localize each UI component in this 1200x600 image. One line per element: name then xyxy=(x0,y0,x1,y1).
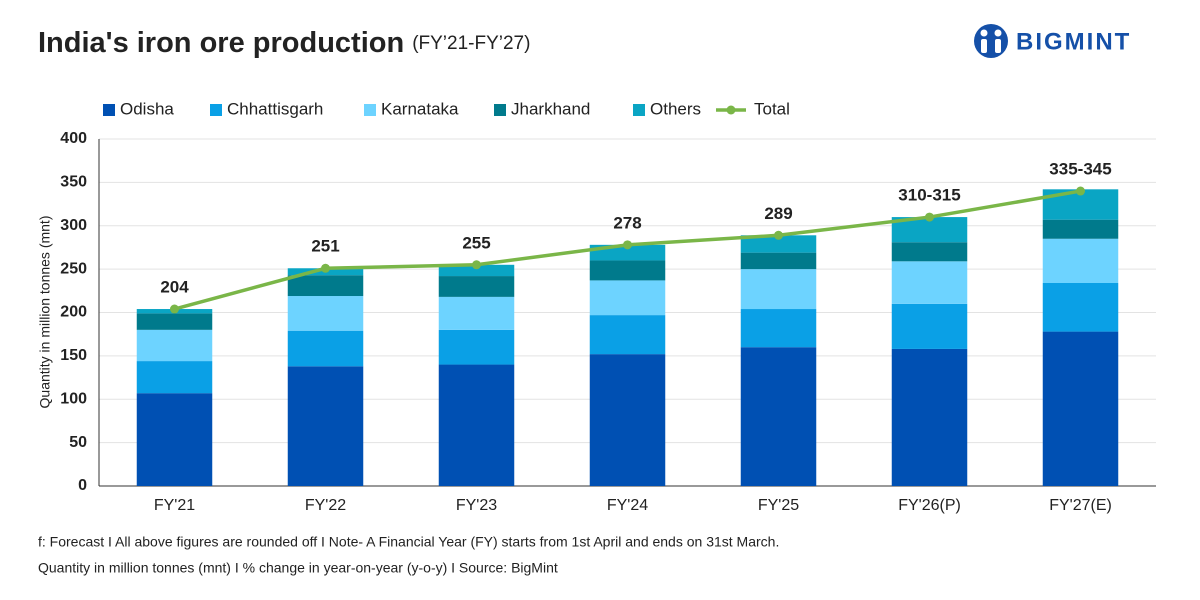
data-label: 255 xyxy=(462,233,490,252)
total-point xyxy=(1076,186,1085,196)
total-point xyxy=(623,240,632,250)
data-label: 251 xyxy=(311,237,339,256)
bar-segment xyxy=(287,330,364,367)
bar-segment xyxy=(740,252,817,270)
bar-segment xyxy=(136,313,213,330)
bar-segment xyxy=(740,269,817,310)
subtitle: (FY’21-FY’27) xyxy=(412,33,530,54)
legend-label: Total xyxy=(754,99,790,118)
bar-segment xyxy=(1042,219,1119,239)
total-point xyxy=(472,260,481,270)
legend-label: Others xyxy=(650,99,701,118)
bar-segment xyxy=(1042,238,1119,284)
data-label: 278 xyxy=(613,213,641,232)
bar-segment xyxy=(438,329,515,365)
legend-label: Jharkhand xyxy=(511,99,590,118)
y-tick-label: 400 xyxy=(60,130,87,147)
bar-segment xyxy=(891,261,968,304)
bar-segment xyxy=(589,260,666,281)
legend-swatch xyxy=(494,104,506,116)
data-label: 335-345 xyxy=(1049,160,1111,179)
bar-segment xyxy=(287,366,364,486)
bar-segment xyxy=(589,315,666,355)
legend-label: Odisha xyxy=(120,99,174,118)
y-tick-label: 200 xyxy=(60,304,87,321)
y-axis-label: Quantity in million tonnes (mnt) xyxy=(37,216,53,409)
logo: BIGMINT xyxy=(974,24,1131,58)
chart-title: India's iron ore production (FY’21-FY’27) xyxy=(38,27,530,59)
bar-segment xyxy=(1042,283,1119,332)
x-tick-label: FY'23 xyxy=(456,497,497,514)
x-tick-label: FY'25 xyxy=(758,497,799,514)
y-tick-label: 250 xyxy=(60,260,87,277)
legend-label: Karnataka xyxy=(381,99,459,118)
bar-segment xyxy=(740,347,817,486)
total-point xyxy=(774,230,783,240)
data-label: 289 xyxy=(764,204,792,223)
legend-marker xyxy=(726,105,736,115)
x-tick-label: FY'27(E) xyxy=(1049,497,1112,514)
bar-segment xyxy=(589,280,666,316)
bar-segment xyxy=(438,296,515,330)
bar-segment xyxy=(589,354,666,486)
bar-segment xyxy=(891,348,968,486)
bar-segment xyxy=(136,329,213,362)
bar-segment xyxy=(287,296,364,331)
bar-segment xyxy=(287,275,364,297)
bar-segment xyxy=(136,361,213,394)
data-label: 310-315 xyxy=(898,186,960,205)
bar-segment xyxy=(740,309,817,348)
bar-segment xyxy=(891,303,968,349)
legend-swatch xyxy=(633,104,645,116)
x-tick-label: FY'22 xyxy=(305,497,346,514)
data-label: 204 xyxy=(160,278,189,297)
total-point xyxy=(925,212,934,222)
y-tick-label: 300 xyxy=(60,217,87,234)
x-tick-label: FY'21 xyxy=(154,497,195,514)
legend-swatch xyxy=(364,104,376,116)
brand: BIGMINT xyxy=(1016,28,1131,55)
total-point xyxy=(321,263,330,273)
bar-segment xyxy=(136,393,213,486)
y-tick-label: 350 xyxy=(60,174,87,191)
bar-segment xyxy=(740,235,817,253)
x-tick-label: FY'24 xyxy=(607,497,648,514)
y-tick-label: 150 xyxy=(60,347,87,364)
bar-segment xyxy=(438,364,515,486)
note: f: Forecast I All above figures are roun… xyxy=(38,534,779,550)
legend-swatch xyxy=(103,104,115,116)
bar-segment xyxy=(438,264,515,277)
title: India's iron ore production xyxy=(38,27,404,59)
x-tick-label: FY'26(P) xyxy=(898,497,961,514)
bar-segment xyxy=(438,276,515,297)
legend-label: Chhattisgarh xyxy=(227,99,323,118)
bar-segment xyxy=(1042,331,1119,486)
y-tick-label: 0 xyxy=(78,477,87,494)
note: Quantity in million tonnes (mnt) I % cha… xyxy=(38,560,558,576)
legend-swatch xyxy=(210,104,222,116)
total-point xyxy=(170,304,179,314)
y-tick-label: 50 xyxy=(69,434,87,451)
bar-segment xyxy=(891,242,968,262)
y-tick-label: 100 xyxy=(60,390,87,407)
